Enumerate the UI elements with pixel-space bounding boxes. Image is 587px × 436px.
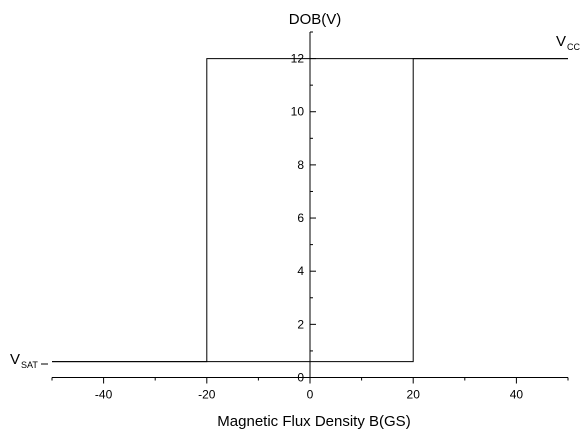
- y-tick-label: 12: [291, 52, 305, 66]
- y-tick-label: 6: [297, 211, 304, 225]
- axes: [52, 32, 568, 378]
- x-axis-label: Magnetic Flux Density B(GS): [217, 413, 410, 430]
- vsat-annotation: VSAT: [10, 351, 38, 370]
- x-tick-label: 20: [407, 388, 421, 402]
- ticks-layer: -40 -20 0 20 40 0 2 4 6 8 10 12: [51, 31, 569, 402]
- y-tick-label: 8: [297, 158, 304, 172]
- series-line-2: [52, 58, 568, 363]
- vsat-annotation-sub: SAT: [21, 360, 38, 370]
- series-layer: [52, 58, 568, 363]
- y-tick-label: 2: [297, 317, 304, 331]
- x-tick-label: 40: [510, 388, 524, 402]
- y-tick-label: 4: [297, 264, 304, 278]
- y-tick-label: 10: [291, 105, 305, 119]
- vcc-annotation-sub: CC: [567, 42, 580, 52]
- vsat-annotation-main: V: [10, 351, 20, 368]
- x-tick-label: 0: [307, 388, 314, 402]
- vcc-annotation: VCC: [556, 33, 581, 52]
- y-tick-label: 0: [297, 371, 304, 385]
- vcc-annotation-main: V: [556, 33, 566, 50]
- x-tick-label: -20: [198, 388, 216, 402]
- y-axis-label: DOB(V): [289, 11, 342, 28]
- x-tick-label: -40: [95, 388, 113, 402]
